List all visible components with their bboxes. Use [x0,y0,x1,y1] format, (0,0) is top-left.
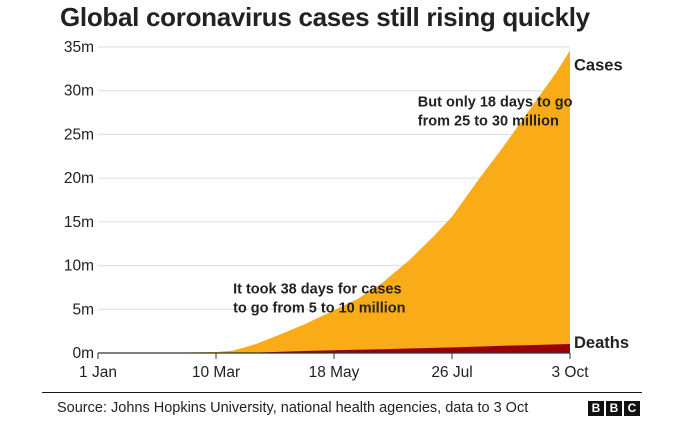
y-tick-label: 25m [64,126,94,143]
annotation: It took 38 days for cases to go from 5 to… [233,282,405,317]
bbc-logo-letter: C [624,401,640,416]
chart-title: Global coronavirus cases still rising qu… [60,2,590,32]
annotation-line: from 25 to 30 million [418,113,559,129]
series-label-deaths: Deaths [574,334,629,352]
annotation: But only 18 days to go from 25 to 30 mill… [418,94,573,129]
annotation-line: But only 18 days to go [418,94,573,110]
bbc-logo-letter: B [606,401,622,416]
y-tick-label: 35m [64,39,94,56]
annotation-line: It took 38 days for cases [233,282,401,298]
x-tick-label: 18 May [309,364,360,381]
y-tick-label: 20m [64,170,94,187]
bbc-logo-letter: B [588,401,604,416]
y-tick-label: 15m [64,214,94,231]
x-tick-label: 1 Jan [79,364,117,381]
x-tick-label: 3 Oct [551,364,589,381]
bbc-logo: B B C [588,401,640,416]
footer-divider [42,392,642,393]
y-tick-label: 30m [64,83,94,100]
y-tick-label: 5m [72,301,94,318]
y-tick-label: 10m [64,258,94,275]
deaths-area [98,344,570,353]
source-note: Source: Johns Hopkins University, nation… [57,400,529,416]
x-tick-label: 26 Jul [431,364,472,381]
annotation-line: to go from 5 to 10 million [233,301,405,317]
x-tick-label: 10 Mar [192,364,240,381]
y-tick-label: 0m [72,345,94,362]
series-label-cases: Cases [574,56,623,74]
cases-area [98,50,570,353]
